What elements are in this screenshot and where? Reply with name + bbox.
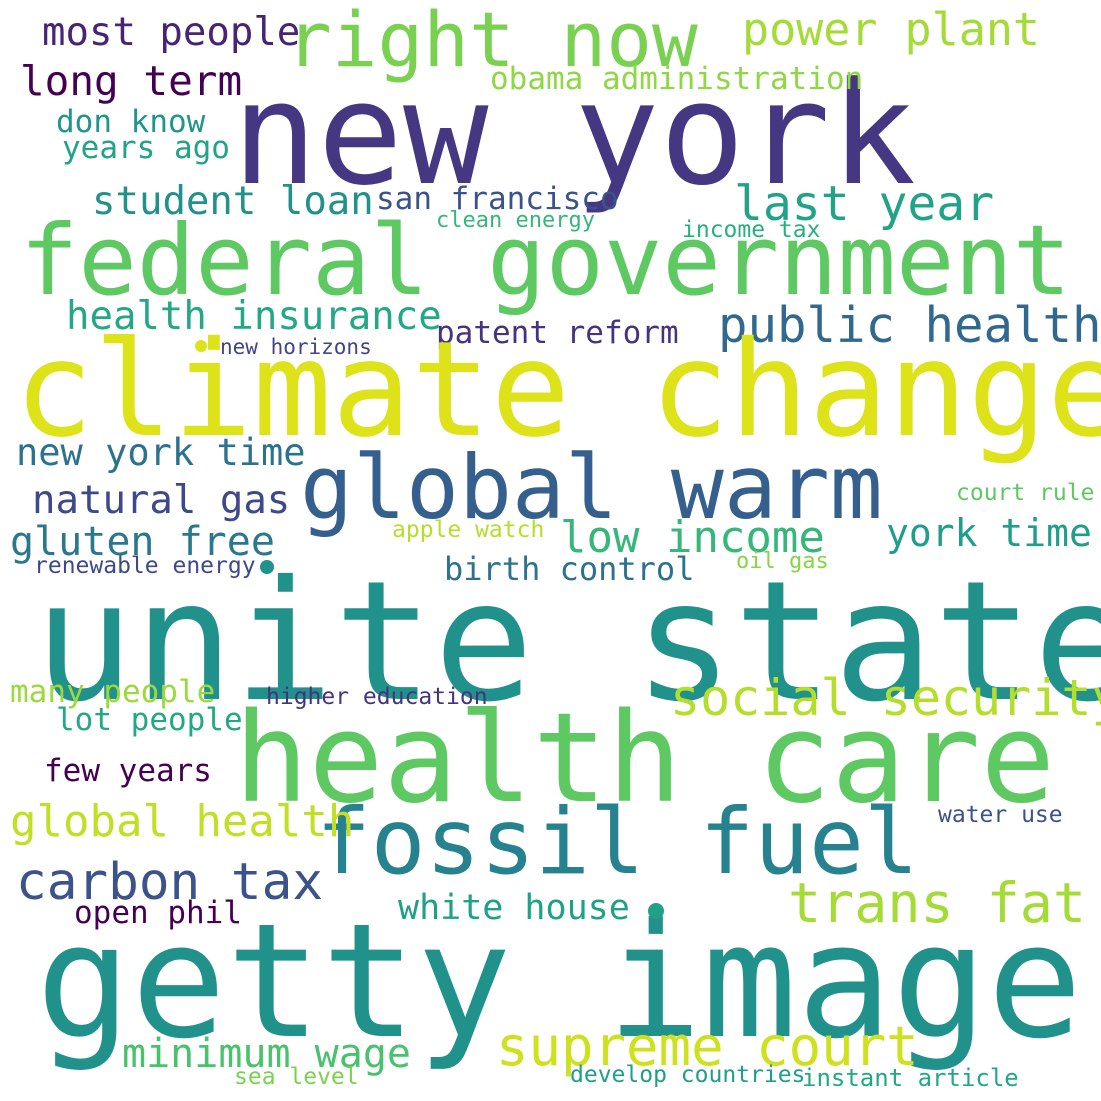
word-higher-education: higher education (266, 684, 488, 710)
word-new-york-time: new york time (16, 431, 306, 474)
word-income-tax: income tax (682, 217, 821, 243)
word-new-york: new york (232, 52, 916, 217)
word-court-rule: court rule (956, 480, 1095, 506)
word-last-year: last year (734, 176, 995, 232)
word-apple-watch: apple watch (392, 517, 545, 543)
word-birth-control: birth control (444, 550, 695, 588)
word-white-house: white house (398, 888, 630, 928)
word-lot-people: lot people (56, 702, 243, 738)
word-don-know: don know (56, 104, 206, 140)
word-low-income: low income (560, 512, 825, 563)
word-unite-state: unite state (34, 546, 1101, 739)
word-obama-administration: obama administration (490, 61, 864, 97)
word-public-health: public health (718, 297, 1101, 354)
word-long-term: long term (20, 57, 243, 105)
word-fossil-fuel: fossil fuel (316, 790, 919, 895)
word-gluten-free: gluten free (10, 519, 275, 565)
word-power-plant: power plant (742, 3, 1041, 56)
word-water-use: water use (938, 802, 1063, 828)
word-minimum-wage: minimum wage (122, 1031, 411, 1077)
word-getty-image: getty image (36, 890, 1083, 1074)
decorative-dot (260, 560, 274, 574)
word-clean-energy: clean energy (436, 208, 595, 233)
word-many-people: many people (10, 674, 216, 710)
word-sea-level: sea level (234, 1064, 359, 1090)
word-patent-reform: patent reform (436, 315, 679, 351)
word-supreme-court: supreme court (496, 1015, 919, 1078)
word-student-loan: student loan (92, 179, 374, 224)
word-health-care: health care (234, 687, 1056, 831)
word-develop-countries: develop countries (570, 1062, 806, 1088)
word-trans-fat: trans fat (788, 871, 1087, 935)
word-instant-article: instant article (802, 1064, 1019, 1092)
word-open-phil: open phil (74, 895, 242, 931)
word-york-time: york time (886, 511, 1092, 555)
word-right-now: right now (286, 0, 698, 84)
word-new-horizons: new horizons (220, 335, 372, 359)
word-federal-government: federal government (20, 204, 1072, 317)
word-social-security: social security (670, 669, 1101, 727)
word-global-warm: global warm (300, 436, 883, 539)
word-years-ago: years ago (62, 130, 230, 166)
decorative-dot (195, 340, 207, 352)
word-few-years: few years (44, 753, 212, 789)
word-health-insurance: health insurance (66, 294, 442, 339)
word-most-people: most people (42, 10, 301, 55)
word-oil-gas: oil gas (736, 549, 829, 574)
word-global-health: global health (10, 796, 355, 847)
word-renewable-energy: renewable energy (34, 553, 256, 579)
word-natural-gas: natural gas (32, 478, 291, 523)
decorative-dot (648, 903, 664, 919)
word-carbon-tax: carbon tax (16, 853, 324, 912)
word-san-francisco: san francisco (376, 181, 619, 217)
